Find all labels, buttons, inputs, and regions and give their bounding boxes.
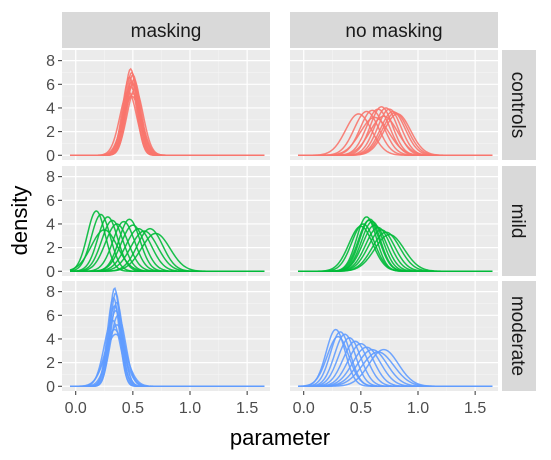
y-tick-label: 0 bbox=[46, 379, 55, 396]
panel-controls-no-masking bbox=[290, 50, 498, 160]
y-tick-label: 8 bbox=[46, 284, 55, 301]
y-tick-label: 4 bbox=[46, 331, 55, 348]
density-curve bbox=[298, 116, 493, 157]
panel-moderate-masking bbox=[62, 281, 270, 391]
column-strip-label: masking bbox=[131, 21, 202, 42]
density-curve bbox=[70, 95, 265, 157]
y-tick-label: 4 bbox=[46, 100, 55, 117]
y-tick-label: 2 bbox=[46, 355, 55, 372]
y-tick-label: 2 bbox=[46, 240, 55, 257]
row-strip-label: mild bbox=[507, 204, 528, 239]
x-tick-label: 1.5 bbox=[464, 400, 486, 417]
curves-controls-no-masking bbox=[298, 106, 493, 157]
column-strip-no-masking bbox=[290, 12, 498, 48]
x-tick-label: 1.0 bbox=[407, 400, 429, 417]
x-tick-label: 1.0 bbox=[179, 400, 201, 417]
density-curve bbox=[69, 333, 265, 388]
density-curve bbox=[297, 335, 493, 388]
y-tick-label: 6 bbox=[46, 193, 55, 210]
y-axis-title: density bbox=[7, 186, 32, 256]
panel-mild-no-masking bbox=[290, 166, 498, 276]
row-strip-label: moderate bbox=[507, 296, 528, 376]
y-tick-label: 0 bbox=[46, 148, 55, 165]
row-strip-controls bbox=[502, 50, 536, 160]
column-strip-label: no masking bbox=[345, 21, 442, 42]
density-curve bbox=[298, 233, 493, 273]
x-tick-label: 0.0 bbox=[65, 400, 87, 417]
row-strip-moderate bbox=[502, 281, 536, 391]
curves-moderate-no-masking bbox=[297, 328, 493, 388]
x-tick-label: 0.5 bbox=[350, 400, 372, 417]
curves-moderate-masking bbox=[69, 287, 265, 388]
row-strip-mild bbox=[502, 166, 536, 276]
y-tick-label: 8 bbox=[46, 53, 55, 70]
y-tick-label: 8 bbox=[46, 169, 55, 186]
curves-controls-masking bbox=[70, 67, 265, 157]
y-tick-label: 2 bbox=[46, 124, 55, 141]
y-tick-label: 6 bbox=[46, 308, 55, 325]
curves-mild-no-masking bbox=[298, 216, 493, 273]
y-tick-label: 6 bbox=[46, 77, 55, 94]
x-tick-label: 1.5 bbox=[236, 400, 258, 417]
panel-moderate-no-masking bbox=[290, 281, 498, 391]
column-strip-masking bbox=[62, 12, 270, 48]
y-tick-label: 4 bbox=[46, 216, 55, 233]
y-tick-label: 0 bbox=[46, 264, 55, 281]
x-tick-label: 0.5 bbox=[122, 400, 144, 417]
x-axis-title: parameter bbox=[230, 425, 330, 450]
panel-controls-masking bbox=[62, 50, 270, 160]
row-strip-label: controls bbox=[507, 72, 528, 139]
density-curve bbox=[69, 229, 265, 273]
curves-mild-masking bbox=[69, 210, 265, 273]
x-tick-label: 0.0 bbox=[293, 400, 315, 417]
